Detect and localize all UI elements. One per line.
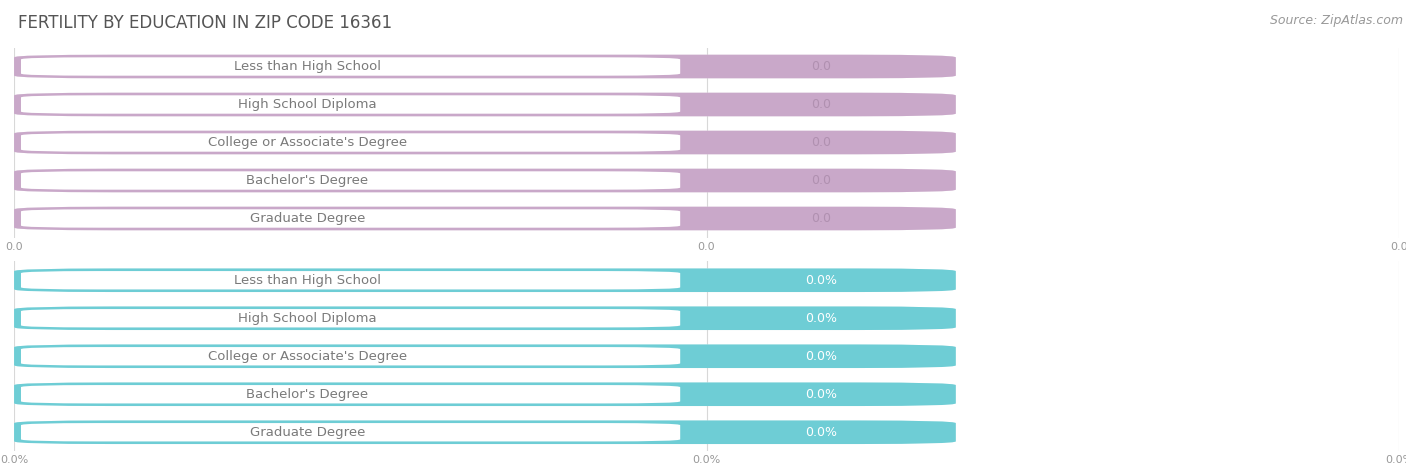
FancyBboxPatch shape	[14, 93, 956, 116]
FancyBboxPatch shape	[14, 306, 956, 330]
Text: FERTILITY BY EDUCATION IN ZIP CODE 16361: FERTILITY BY EDUCATION IN ZIP CODE 16361	[18, 14, 392, 32]
FancyBboxPatch shape	[14, 207, 956, 230]
FancyBboxPatch shape	[14, 131, 956, 154]
Text: Less than High School: Less than High School	[233, 274, 381, 287]
Text: College or Associate's Degree: College or Associate's Degree	[208, 136, 408, 149]
FancyBboxPatch shape	[21, 347, 681, 365]
Text: 0.0: 0.0	[811, 60, 831, 73]
FancyBboxPatch shape	[14, 93, 956, 116]
Text: 0.0%: 0.0%	[806, 274, 838, 287]
Text: Less than High School: Less than High School	[233, 60, 381, 73]
FancyBboxPatch shape	[14, 169, 956, 192]
FancyBboxPatch shape	[14, 268, 956, 292]
Text: 0.0: 0.0	[811, 174, 831, 187]
Text: College or Associate's Degree: College or Associate's Degree	[208, 350, 408, 363]
Text: 0.0: 0.0	[811, 98, 831, 111]
Text: Bachelor's Degree: Bachelor's Degree	[246, 174, 368, 187]
FancyBboxPatch shape	[14, 420, 956, 444]
FancyBboxPatch shape	[21, 423, 681, 441]
FancyBboxPatch shape	[21, 209, 681, 228]
Text: High School Diploma: High School Diploma	[238, 98, 377, 111]
FancyBboxPatch shape	[21, 133, 681, 152]
Text: Source: ZipAtlas.com: Source: ZipAtlas.com	[1270, 14, 1403, 27]
FancyBboxPatch shape	[14, 169, 956, 192]
FancyBboxPatch shape	[14, 131, 956, 154]
FancyBboxPatch shape	[21, 385, 681, 403]
FancyBboxPatch shape	[14, 306, 956, 330]
FancyBboxPatch shape	[14, 55, 956, 78]
FancyBboxPatch shape	[21, 171, 681, 190]
FancyBboxPatch shape	[21, 309, 681, 327]
FancyBboxPatch shape	[21, 57, 681, 76]
FancyBboxPatch shape	[14, 382, 956, 406]
FancyBboxPatch shape	[14, 55, 956, 78]
Text: Graduate Degree: Graduate Degree	[250, 212, 366, 225]
Text: 0.0%: 0.0%	[806, 312, 838, 325]
FancyBboxPatch shape	[14, 420, 956, 444]
FancyBboxPatch shape	[14, 268, 956, 292]
Text: Bachelor's Degree: Bachelor's Degree	[246, 388, 368, 401]
FancyBboxPatch shape	[21, 271, 681, 289]
Text: High School Diploma: High School Diploma	[238, 312, 377, 325]
FancyBboxPatch shape	[14, 207, 956, 230]
Text: 0.0%: 0.0%	[806, 426, 838, 439]
Text: 0.0%: 0.0%	[806, 388, 838, 401]
FancyBboxPatch shape	[14, 382, 956, 406]
FancyBboxPatch shape	[21, 95, 681, 114]
Text: 0.0%: 0.0%	[806, 350, 838, 363]
FancyBboxPatch shape	[14, 344, 956, 368]
FancyBboxPatch shape	[14, 344, 956, 368]
Text: 0.0: 0.0	[811, 212, 831, 225]
Text: Graduate Degree: Graduate Degree	[250, 426, 366, 439]
Text: 0.0: 0.0	[811, 136, 831, 149]
